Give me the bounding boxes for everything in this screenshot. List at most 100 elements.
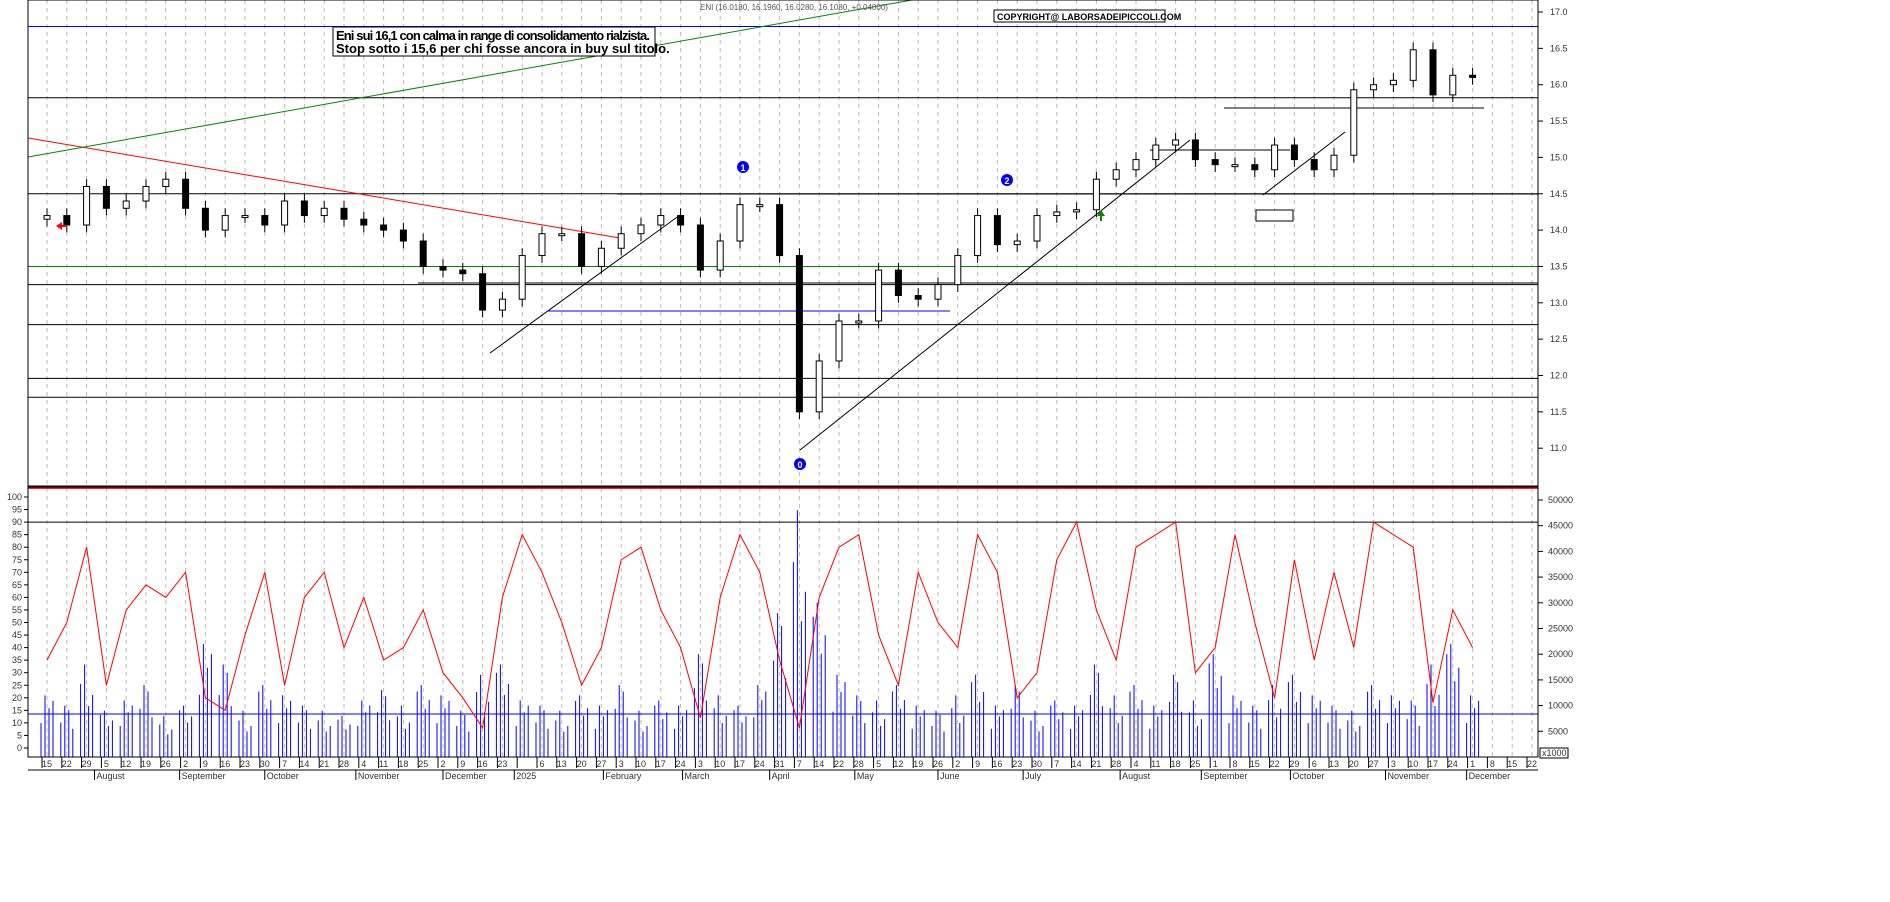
month-label: December xyxy=(445,771,487,781)
support-trendline-2 xyxy=(799,139,1191,451)
candle-body xyxy=(835,320,843,362)
annotation-line-1: Eni sui 16,1 con calma in range di conso… xyxy=(336,28,650,43)
day-label: 11 xyxy=(1151,759,1160,769)
candle-body xyxy=(954,255,962,286)
day-label: 22 xyxy=(62,759,72,769)
candle-body xyxy=(1231,164,1239,168)
price-panel-frame xyxy=(27,0,1539,487)
y-tick-label: 12.0 xyxy=(1550,371,1568,381)
day-label: 16 xyxy=(220,759,230,769)
day-label: 10 xyxy=(636,759,646,769)
candle-body xyxy=(320,207,328,217)
day-label: 29 xyxy=(82,759,92,769)
volume-tick-label: 45000 xyxy=(1548,521,1573,531)
day-label: 21 xyxy=(319,759,329,769)
y-tick-label: 16.5 xyxy=(1550,43,1568,53)
green-up-arrow-icon xyxy=(1097,210,1105,221)
day-label: 28 xyxy=(1111,759,1121,769)
candle-body xyxy=(1053,211,1061,217)
day-label: 15 xyxy=(1507,759,1517,769)
y-tick-label: 13.0 xyxy=(1550,298,1568,308)
candle-body xyxy=(300,200,308,217)
candle-body xyxy=(538,233,546,257)
osc-tick-label: 40 xyxy=(12,643,22,653)
day-label: 2 xyxy=(955,759,960,769)
month-label: October xyxy=(1292,771,1324,781)
day-label: 26 xyxy=(161,759,171,769)
volume-tick-label: 50000 xyxy=(1548,495,1573,505)
day-label: 10 xyxy=(1408,759,1418,769)
day-label: 28 xyxy=(339,759,349,769)
month-label: 2025 xyxy=(516,771,536,781)
green-trendline xyxy=(27,0,913,158)
day-label: 14 xyxy=(1072,759,1082,769)
candle-body xyxy=(1389,79,1397,86)
volume-tick-label: 30000 xyxy=(1548,598,1573,608)
day-label: 6 xyxy=(539,759,544,769)
candle-body xyxy=(102,185,110,209)
month-label: August xyxy=(97,771,126,781)
candle-body xyxy=(479,273,487,311)
month-label: March xyxy=(685,771,710,781)
osc-tick-label: 10 xyxy=(12,718,22,728)
marker-box xyxy=(1255,209,1294,222)
candle-body xyxy=(1290,144,1298,161)
candle-body xyxy=(1191,139,1199,161)
osc-tick-label: 60 xyxy=(12,592,22,602)
day-label: 5 xyxy=(876,759,881,769)
day-label: 9 xyxy=(460,759,465,769)
support-trendline-3 xyxy=(1262,131,1346,196)
day-label: 20 xyxy=(1349,759,1359,769)
volume-tick-label: 10000 xyxy=(1548,701,1573,711)
day-label: 15 xyxy=(1250,759,1260,769)
candle-body xyxy=(558,233,566,237)
day-label: 12 xyxy=(121,759,131,769)
day-label: 7 xyxy=(282,759,287,769)
red-trendline xyxy=(27,137,621,239)
day-label: 20 xyxy=(577,759,587,769)
candle-body xyxy=(1429,49,1437,96)
day-label: 17 xyxy=(656,759,666,769)
y-tick-label: 15.0 xyxy=(1550,152,1568,162)
candle-body xyxy=(1350,89,1358,156)
day-label: 8 xyxy=(1490,759,1495,769)
day-label: 1 xyxy=(1213,759,1218,769)
day-label: 11 xyxy=(379,759,388,769)
day-label: 2 xyxy=(183,759,188,769)
candle-body xyxy=(1211,159,1219,166)
candle-body xyxy=(993,215,1001,246)
svg-text:2: 2 xyxy=(1004,176,1009,186)
candle-body xyxy=(716,240,724,271)
candle-body xyxy=(1370,84,1378,91)
osc-tick-label: 30 xyxy=(12,668,22,678)
candle-body xyxy=(1152,144,1160,161)
volume-tick-label: 15000 xyxy=(1548,675,1573,685)
volume-tick-label: 40000 xyxy=(1548,546,1573,556)
day-label: 4 xyxy=(1133,759,1138,769)
day-label: 31 xyxy=(775,759,785,769)
candle-body xyxy=(221,215,229,231)
day-label: 22 xyxy=(1270,759,1280,769)
candle-body xyxy=(657,215,665,226)
annotation-box xyxy=(332,26,656,57)
candle-body xyxy=(914,295,922,300)
day-label: 27 xyxy=(596,759,606,769)
day-label: 15 xyxy=(42,759,52,769)
day-label: 1 xyxy=(1470,759,1475,769)
candle-body xyxy=(360,218,368,226)
y-tick-label: 14.0 xyxy=(1550,225,1568,235)
osc-tick-label: 65 xyxy=(12,580,22,590)
candle-body xyxy=(241,215,249,219)
osc-tick-label: 0 xyxy=(17,743,22,753)
day-label: 9 xyxy=(975,759,980,769)
month-label: June xyxy=(940,771,960,781)
candle-body xyxy=(419,240,427,267)
osc-tick-label: 35 xyxy=(12,655,22,665)
day-label: 26 xyxy=(933,759,943,769)
red-left-arrow-icon xyxy=(56,222,67,230)
day-label: 13 xyxy=(1329,759,1339,769)
day-label: 4 xyxy=(361,759,366,769)
volume-tick-label: 35000 xyxy=(1548,572,1573,582)
candle-body xyxy=(637,224,645,235)
wave-marker-0: 0 xyxy=(794,458,806,470)
